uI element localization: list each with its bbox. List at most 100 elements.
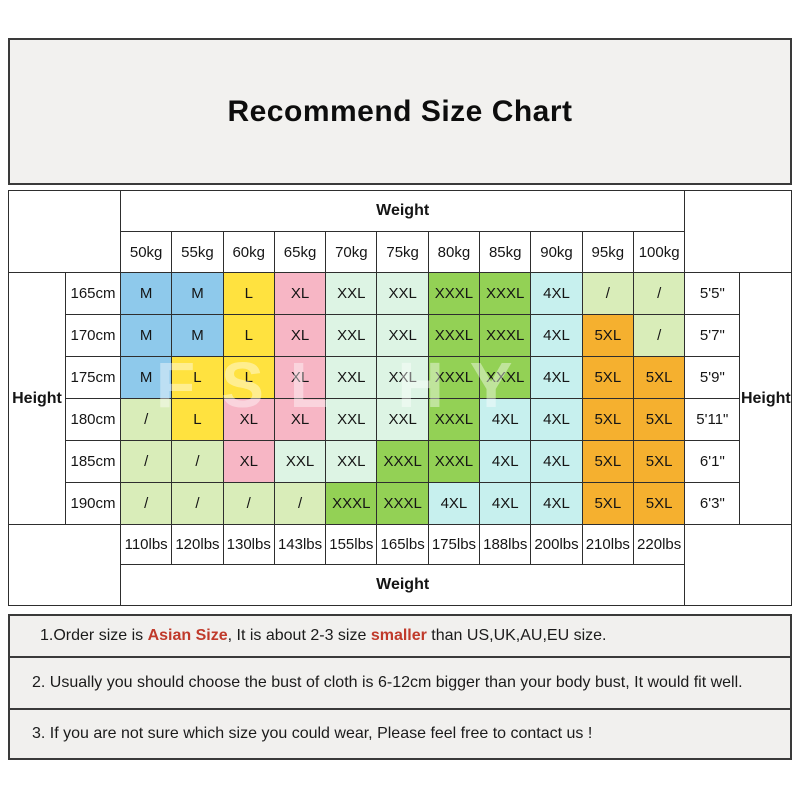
cm-cell: 185cm bbox=[65, 440, 121, 483]
height-label-left: Height bbox=[8, 272, 66, 525]
size-row: 170cm M M L XL XXL XXL XXXL XXXL 4XL 5XL/5'7" bbox=[9, 314, 792, 357]
size-cell: / bbox=[273, 482, 327, 525]
cm-cell: 180cm bbox=[65, 398, 121, 441]
size-cell: / bbox=[119, 440, 173, 483]
note-1: 1.Order size is Asian Size, It is about … bbox=[8, 614, 792, 658]
note-text-segment: 1.Order size is bbox=[40, 627, 148, 644]
note-text-segment: , It is about 2-3 size bbox=[227, 627, 371, 644]
title-box: Recommend Size Chart bbox=[8, 38, 792, 185]
size-table: Weight 50kg 55kg 60kg 65kg 70kg 75kg 80kg 85kg 90… bbox=[8, 190, 793, 606]
note-text-segment: than US,UK,AU,EU size. bbox=[426, 627, 607, 644]
size-cell: XXXL bbox=[325, 482, 378, 525]
size-row: 185cm / / XL XXL XXL XXXL XXXL 4XL 4XL 5XL 5XL 6'1" bbox=[9, 440, 792, 483]
size-row: 175cm M L L XL XXL XXL XXXL XXXL 4XL 5XL 5XL 5'9" bbox=[9, 356, 792, 399]
corner-cell-top-left bbox=[8, 190, 121, 273]
lbs-cell: 165lbs bbox=[376, 524, 429, 565]
size-cell: XL bbox=[273, 272, 327, 315]
size-cell: XXXL bbox=[479, 356, 532, 399]
size-row: 180cm / L XL XL XXL XXL XXXL 4XL 4XL 5XL 5XL 5'11" bbox=[9, 398, 792, 441]
size-cell: / bbox=[171, 440, 224, 483]
size-cell: M bbox=[119, 356, 173, 399]
weight-header-row: Weight bbox=[8, 190, 793, 273]
kg-header-cell: 55kg bbox=[171, 231, 224, 273]
size-cell: 4XL bbox=[530, 314, 583, 357]
size-cell: L bbox=[222, 272, 275, 315]
size-cell: XXL bbox=[273, 440, 327, 483]
size-cell: / bbox=[222, 482, 275, 525]
lbs-cell: 143lbs bbox=[273, 524, 327, 565]
size-cell: XXXL bbox=[427, 440, 481, 483]
lbs-cell: 155lbs bbox=[325, 524, 378, 565]
size-cell: L bbox=[222, 314, 275, 357]
size-cell: XXL bbox=[376, 272, 429, 315]
kg-header-cell: 100kg bbox=[632, 231, 686, 273]
size-cell: L bbox=[171, 356, 224, 399]
notes-section: 1.Order size is Asian Size, It is about … bbox=[8, 614, 792, 760]
ft-cell: 5'7" bbox=[684, 314, 741, 357]
kg-header-cell: 70kg bbox=[325, 231, 378, 273]
kg-header-cell: 85kg bbox=[479, 231, 532, 273]
kg-header-cell: 90kg bbox=[530, 231, 583, 273]
size-cell: 4XL bbox=[530, 398, 583, 441]
cm-cell: 170cm bbox=[65, 314, 121, 357]
size-cell: / bbox=[632, 314, 686, 357]
size-cell: 4XL bbox=[479, 398, 532, 441]
note-highlight: smaller bbox=[370, 627, 427, 644]
size-cell: M bbox=[119, 314, 173, 357]
size-cell: XL bbox=[222, 440, 275, 483]
size-cell: XXL bbox=[376, 356, 429, 399]
note-2: 2. Usually you should choose the bust of… bbox=[8, 656, 792, 710]
kg-header-cell: 65kg bbox=[273, 231, 327, 273]
note-3: 3. If you are not sure which size you co… bbox=[8, 708, 792, 760]
size-cell: XXL bbox=[325, 440, 378, 483]
size-cell: XXXL bbox=[479, 272, 532, 315]
height-label-right: Height bbox=[739, 272, 793, 525]
size-cell: L bbox=[171, 398, 224, 441]
size-cell: XXL bbox=[376, 398, 429, 441]
size-cell: XXL bbox=[325, 356, 378, 399]
ft-cell: 6'3" bbox=[684, 482, 741, 525]
note-3-text: 3. If you are not sure which size you co… bbox=[32, 725, 592, 743]
size-cell: XXXL bbox=[427, 398, 481, 441]
kg-header-cell: 80kg bbox=[427, 231, 481, 273]
size-cell: M bbox=[171, 314, 224, 357]
lbs-cell: 188lbs bbox=[479, 524, 532, 565]
ft-cell: 5'9" bbox=[684, 356, 741, 399]
corner-cell-bottom-left bbox=[8, 524, 121, 606]
size-cell: M bbox=[119, 272, 173, 315]
size-cell: 4XL bbox=[530, 356, 583, 399]
size-cell: / bbox=[119, 482, 173, 525]
size-cell: XXXL bbox=[427, 356, 481, 399]
corner-cell-top-right bbox=[684, 190, 793, 273]
size-cell: XXL bbox=[325, 314, 378, 357]
lbs-cell: 120lbs bbox=[171, 524, 224, 565]
size-cell: 4XL bbox=[479, 482, 532, 525]
size-cell: 4XL bbox=[530, 272, 583, 315]
size-cell: XXL bbox=[325, 398, 378, 441]
size-cell: 5XL bbox=[581, 356, 634, 399]
kg-row: 50kg 55kg 60kg 65kg 70kg 75kg 80kg 85kg 90kg 95kg… bbox=[9, 231, 792, 273]
lbs-cell: 220lbs bbox=[632, 524, 686, 565]
ft-cell: 5'11" bbox=[684, 398, 741, 441]
size-cell: 4XL bbox=[530, 440, 583, 483]
size-cell: 5XL bbox=[581, 440, 634, 483]
lbs-cell: 200lbs bbox=[530, 524, 583, 565]
size-table-body: Weight 50kg 55kg 60kg 65kg 70kg 75kg 80kg 85kg 90… bbox=[8, 190, 793, 606]
lbs-cell: 210lbs bbox=[581, 524, 634, 565]
size-table-wrap: FSL HY Weight 50kg 55kg 60kg 65kg 70kg 75kg 80k… bbox=[8, 190, 793, 606]
size-row: Height 165cm M M L XL XXL XXL XXXL XXXL 4XL //5'5" H… bbox=[8, 272, 793, 525]
size-cell: XL bbox=[273, 356, 327, 399]
size-cell: XXL bbox=[325, 272, 378, 315]
weight-footer-row: Weight bbox=[9, 564, 792, 606]
size-cell: 5XL bbox=[632, 356, 686, 399]
size-cell: XXXL bbox=[427, 272, 481, 315]
weight-header-label: Weight bbox=[119, 190, 686, 232]
size-cell: 5XL bbox=[632, 440, 686, 483]
corner-cell-bottom-right bbox=[684, 524, 793, 606]
note-2-text: 2. Usually you should choose the bust of… bbox=[32, 674, 743, 692]
kg-header-cell: 60kg bbox=[222, 231, 275, 273]
size-cell: / bbox=[119, 398, 173, 441]
cm-cell: 190cm bbox=[65, 482, 121, 525]
size-cell: XL bbox=[273, 398, 327, 441]
size-cell: / bbox=[171, 482, 224, 525]
